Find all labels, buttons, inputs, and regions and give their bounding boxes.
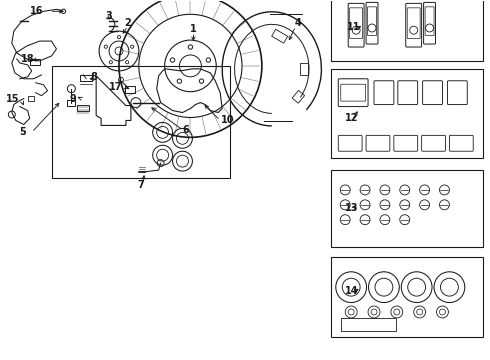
Text: 2: 2 <box>124 18 131 28</box>
Text: 14: 14 <box>345 286 359 296</box>
Text: 9: 9 <box>70 94 77 104</box>
Text: 1: 1 <box>190 24 197 34</box>
Text: 8: 8 <box>91 72 98 82</box>
Bar <box>51 66 230 178</box>
Bar <box>292 90 305 103</box>
Text: 7: 7 <box>137 180 144 190</box>
Bar <box>80 75 92 81</box>
Text: 12: 12 <box>345 113 359 123</box>
Bar <box>30 59 40 65</box>
Text: 18: 18 <box>21 54 34 64</box>
Text: 5: 5 <box>19 127 26 138</box>
Bar <box>331 257 483 337</box>
Bar <box>299 63 308 75</box>
Text: 13: 13 <box>345 203 359 213</box>
Bar <box>331 0 483 61</box>
Bar <box>331 170 483 247</box>
Bar <box>331 69 483 158</box>
Bar <box>125 86 135 93</box>
Text: 11: 11 <box>347 22 361 32</box>
Text: 4: 4 <box>294 18 301 28</box>
Bar <box>341 318 396 331</box>
Bar <box>77 105 89 111</box>
Text: 16: 16 <box>30 6 44 16</box>
Bar <box>28 96 34 100</box>
Text: 10: 10 <box>221 116 235 126</box>
Text: 6: 6 <box>182 125 189 135</box>
Bar <box>68 100 75 105</box>
Text: 3: 3 <box>106 11 112 21</box>
Text: 17: 17 <box>109 82 123 92</box>
Text: 15: 15 <box>6 94 20 104</box>
Bar <box>271 29 288 43</box>
